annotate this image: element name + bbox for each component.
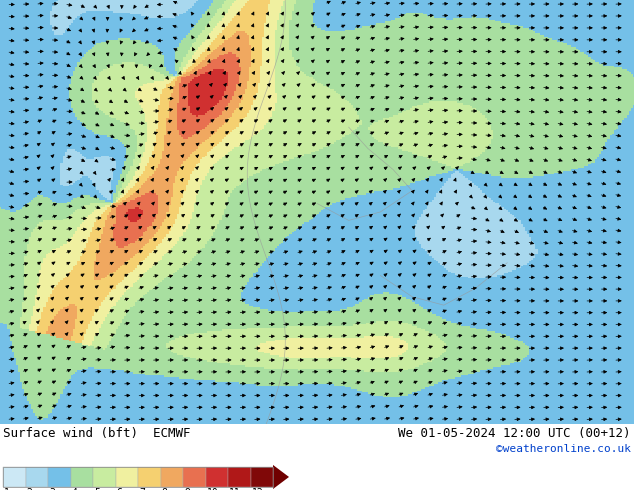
Bar <box>3 467 273 487</box>
Text: 4: 4 <box>72 488 77 490</box>
Bar <box>70 467 93 487</box>
Text: 7: 7 <box>139 488 145 490</box>
Text: Surface wind (bft)  ECMWF: Surface wind (bft) ECMWF <box>3 427 190 440</box>
Bar <box>93 467 115 487</box>
Bar <box>48 467 70 487</box>
Text: We 01-05-2024 12:00 UTC (00+12): We 01-05-2024 12:00 UTC (00+12) <box>399 427 631 440</box>
Text: 2: 2 <box>27 488 32 490</box>
Text: 10: 10 <box>207 488 218 490</box>
Bar <box>205 467 228 487</box>
Text: 11: 11 <box>229 488 241 490</box>
Bar <box>228 467 250 487</box>
FancyArrow shape <box>273 465 289 489</box>
Bar <box>183 467 205 487</box>
Text: 1: 1 <box>4 488 10 490</box>
Text: 3: 3 <box>49 488 55 490</box>
Bar <box>115 467 138 487</box>
Text: ©weatheronline.co.uk: ©weatheronline.co.uk <box>496 444 631 454</box>
Text: 5: 5 <box>94 488 100 490</box>
Text: 12: 12 <box>252 488 263 490</box>
Bar <box>3 467 25 487</box>
Text: 6: 6 <box>117 488 122 490</box>
Bar <box>160 467 183 487</box>
Bar <box>138 467 160 487</box>
Bar <box>25 467 48 487</box>
Text: 9: 9 <box>184 488 190 490</box>
Bar <box>250 467 273 487</box>
Text: 8: 8 <box>162 488 167 490</box>
